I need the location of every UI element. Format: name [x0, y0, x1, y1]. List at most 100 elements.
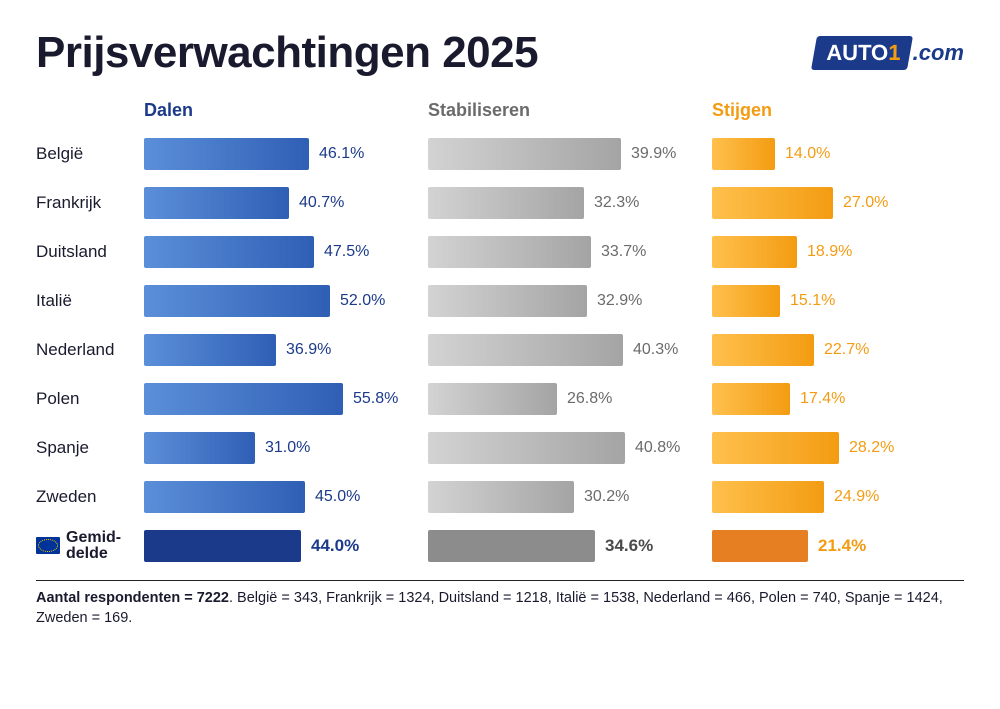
- value-dalen: 44.0%: [311, 536, 359, 556]
- logo-text-com: .com: [913, 40, 964, 66]
- value-dalen: 55.8%: [353, 390, 398, 408]
- row-bars: 52.0%32.9%15.1%: [144, 285, 404, 317]
- cell-dalen: 47.5%: [144, 236, 404, 268]
- value-stab: 40.8%: [635, 439, 680, 457]
- cell-dalen: 44.0%: [144, 530, 404, 562]
- bar-dalen: [144, 334, 276, 366]
- value-stab: 30.2%: [584, 488, 629, 506]
- logo-text-auto: AUTO: [824, 40, 891, 66]
- cell-stijg: 22.7%: [712, 334, 912, 366]
- value-stijg: 24.9%: [834, 488, 879, 506]
- value-dalen: 45.0%: [315, 488, 360, 506]
- infographic-frame: Prijsverwachtingen 2025 AUTO1 .com Dalen…: [0, 0, 1000, 648]
- row-label: Frankrijk: [36, 193, 144, 213]
- cell-dalen: 52.0%: [144, 285, 404, 317]
- logo-text-one: 1: [886, 40, 903, 66]
- bar-stab: [428, 481, 574, 513]
- value-dalen: 52.0%: [340, 292, 385, 310]
- footnote-lead: Aantal respondenten = 7222: [36, 590, 229, 606]
- cell-stijg: 28.2%: [712, 432, 912, 464]
- cell-stab: 34.6%: [428, 530, 688, 562]
- header: Prijsverwachtingen 2025 AUTO1 .com: [36, 28, 964, 78]
- row-label: Duitsland: [36, 242, 144, 262]
- bar-stab: [428, 236, 591, 268]
- bar-stab: [428, 138, 621, 170]
- row-label: Spanje: [36, 438, 144, 458]
- bar-dalen: [144, 236, 314, 268]
- cell-stijg: 17.4%: [712, 383, 912, 415]
- chart-rows: België46.1%39.9%14.0%Frankrijk40.7%32.3%…: [144, 129, 960, 570]
- cell-stijg: 15.1%: [712, 285, 912, 317]
- value-stijg: 21.4%: [818, 536, 866, 556]
- row-label-text: Gemid-delde: [66, 530, 121, 562]
- table-row: Polen55.8%26.8%17.4%: [36, 374, 960, 423]
- cell-dalen: 36.9%: [144, 334, 404, 366]
- value-stijg: 28.2%: [849, 439, 894, 457]
- value-stab: 26.8%: [567, 390, 612, 408]
- value-stijg: 27.0%: [843, 194, 888, 212]
- value-stab: 33.7%: [601, 243, 646, 261]
- cell-dalen: 55.8%: [144, 383, 404, 415]
- cell-stab: 40.8%: [428, 432, 688, 464]
- bar-stab: [428, 432, 625, 464]
- row-bars: 31.0%40.8%28.2%: [144, 432, 404, 464]
- row-bars: 45.0%30.2%24.9%: [144, 481, 404, 513]
- bar-stijg: [712, 432, 839, 464]
- bar-dalen: [144, 383, 343, 415]
- value-dalen: 36.9%: [286, 341, 331, 359]
- table-row: Italië52.0%32.9%15.1%: [36, 276, 960, 325]
- table-row: België46.1%39.9%14.0%: [36, 129, 960, 178]
- value-dalen: 31.0%: [265, 439, 310, 457]
- auto1-logo: AUTO1 .com: [814, 36, 964, 70]
- row-label: Nederland: [36, 340, 144, 360]
- cell-stijg: 24.9%: [712, 481, 912, 513]
- cell-stab: 40.3%: [428, 334, 688, 366]
- value-stab: 32.3%: [594, 194, 639, 212]
- cell-stab: 32.9%: [428, 285, 688, 317]
- row-bars: 55.8%26.8%17.4%: [144, 383, 404, 415]
- column-headers: Dalen Stabiliseren Stijgen: [144, 100, 960, 121]
- value-stijg: 18.9%: [807, 243, 852, 261]
- footer-divider: [36, 580, 964, 581]
- table-row: Zweden45.0%30.2%24.9%: [36, 472, 960, 521]
- value-stab: 32.9%: [597, 292, 642, 310]
- bar-stijg: [712, 383, 790, 415]
- page-title: Prijsverwachtingen 2025: [36, 28, 538, 78]
- bar-dalen: [144, 285, 330, 317]
- table-row: Nederland 36.9% 40.3% 22.7%: [36, 325, 960, 374]
- bar-stab: [428, 285, 587, 317]
- footnote: Aantal respondenten = 7222. België = 343…: [36, 589, 964, 628]
- value-stijg: 17.4%: [800, 390, 845, 408]
- row-label: Italië: [36, 291, 144, 311]
- cell-dalen: 40.7%: [144, 187, 404, 219]
- value-stijg: 14.0%: [785, 145, 830, 163]
- bar-dalen: [144, 530, 301, 562]
- chart-area: Dalen Stabiliseren Stijgen België46.1%39…: [36, 100, 964, 570]
- cell-stijg: 27.0%: [712, 187, 912, 219]
- cell-stijg: 14.0%: [712, 138, 912, 170]
- cell-stab: 30.2%: [428, 481, 688, 513]
- bar-dalen: [144, 481, 305, 513]
- bar-dalen: [144, 138, 309, 170]
- bar-stijg: [712, 236, 797, 268]
- value-dalen: 46.1%: [319, 145, 364, 163]
- cell-stijg: 21.4%: [712, 530, 912, 562]
- table-row: Duitsland47.5%33.7%18.9%: [36, 227, 960, 276]
- row-average: Gemid-delde 44.0% 34.6% 21.4%: [36, 521, 960, 570]
- bar-stab: [428, 530, 595, 562]
- bar-stijg: [712, 285, 780, 317]
- bar-stijg: [712, 530, 808, 562]
- value-dalen: 47.5%: [324, 243, 369, 261]
- row-label: Gemid-delde: [36, 530, 144, 562]
- row-label: Zweden: [36, 487, 144, 507]
- bar-stijg: [712, 138, 775, 170]
- cell-dalen: 45.0%: [144, 481, 404, 513]
- row-bars: 47.5%33.7%18.9%: [144, 236, 404, 268]
- bar-stab: [428, 383, 557, 415]
- value-stijg: 15.1%: [790, 292, 835, 310]
- table-row: Spanje31.0%40.8%28.2%: [36, 423, 960, 472]
- cell-dalen: 46.1%: [144, 138, 404, 170]
- row-label: België: [36, 144, 144, 164]
- bar-dalen: [144, 187, 289, 219]
- row-bars: 40.7%32.3%27.0%: [144, 187, 404, 219]
